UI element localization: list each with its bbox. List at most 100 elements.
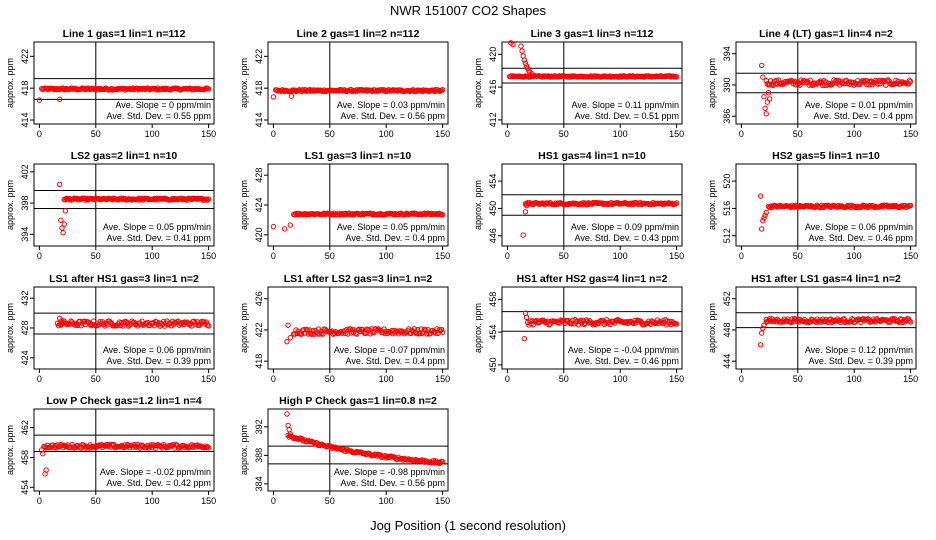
std-dev-annotation: Ave. Std. Dev. = 0.56 ppm (341, 111, 445, 121)
x-tick-label: 100 (145, 129, 160, 139)
x-tick-label: 50 (793, 129, 803, 139)
plot-frame (501, 163, 683, 247)
data-point (519, 48, 525, 54)
slope-annotation: Ave. Slope = -0.04 ppm/min (568, 345, 679, 355)
panel-5: LS2 gas=2 lin=1 n=10 0 50 100 150 394 398 402 ap… (5, 150, 216, 261)
y-axis-label: approx. ppm (5, 303, 15, 353)
data-point (170, 442, 177, 448)
slope-annotation: Ave. Slope = 0.06 ppm/min (805, 222, 913, 232)
x-tick-label: 0 (37, 374, 42, 384)
data-point (760, 218, 766, 224)
data-point (72, 322, 79, 328)
y-axis-label: approx. ppm (239, 180, 249, 230)
std-dev-annotation: Ave. Std. Dev. = 0.39 ppm (107, 356, 211, 366)
y-axis-label: approx. ppm (707, 180, 717, 230)
std-dev-annotation: Ave. Std. Dev. = 0.55 ppm (107, 111, 211, 121)
data-point (306, 327, 313, 333)
x-tick-label: 0 (505, 129, 510, 139)
data-point (631, 320, 637, 327)
data-point (61, 221, 67, 227)
panel-title: LS1 gas=3 lin=1 n=10 (305, 150, 412, 162)
data-point (204, 444, 211, 450)
data-points (506, 40, 680, 80)
y-tick-label: 424 (254, 197, 264, 212)
x-tick-label: 50 (559, 374, 569, 384)
y-tick-label: 418 (254, 354, 264, 369)
y-tick-label: 394 (722, 46, 732, 61)
data-point (320, 331, 326, 337)
x-tick-label: 0 (271, 129, 276, 139)
panel-title: Low P Check gas=1.2 lin=1 n=4 (46, 395, 201, 407)
data-point (119, 195, 125, 202)
data-point (907, 319, 914, 325)
data-point (439, 87, 446, 93)
data-point (761, 93, 767, 100)
y-axis-label: approx. ppm (473, 180, 483, 230)
slope-annotation: Ave. Slope = 0.01 ppm/min (805, 100, 913, 110)
data-point (866, 82, 872, 88)
data-point (438, 326, 445, 333)
x-tick-label: 50 (559, 129, 569, 139)
panel-7: HS1 gas=4 lin=1 n=10 0 50 100 150 446 450 454 ap… (473, 150, 684, 261)
panel-3: Line 3 gas=1 lin=3 n=112 0 50 100 150 412 416 4… (473, 28, 684, 139)
y-tick-label: 428 (254, 168, 264, 183)
figure-title: NWR 151007 CO2 Shapes (390, 3, 547, 18)
x-tick-label: 100 (145, 374, 160, 384)
panel-9: LS1 after HS1 gas=3 lin=1 n=2 0 50 100 150 42… (5, 273, 216, 384)
panel-4: Line 4 (LT) gas=1 lin=4 n=2 0 50 100 150 386 3… (707, 28, 918, 139)
data-point (284, 411, 290, 417)
data-point (763, 111, 769, 117)
data-point (58, 217, 64, 223)
x-tick-label: 100 (379, 374, 394, 384)
x-tick-label: 150 (903, 251, 918, 261)
x-tick-label: 0 (37, 496, 42, 506)
x-tick-label: 100 (613, 251, 628, 261)
data-points (757, 315, 914, 348)
data-point (148, 442, 154, 448)
data-point (890, 81, 897, 87)
data-point (205, 323, 212, 329)
panel-title: Line 2 gas=1 lin=2 n=112 (297, 28, 420, 40)
x-tick-label: 100 (613, 129, 628, 139)
y-tick-label: 420 (254, 227, 264, 242)
y-axis-label: approx. ppm (239, 425, 249, 475)
y-axis-label: approx. ppm (5, 425, 15, 475)
data-point (757, 342, 764, 348)
data-point (521, 335, 528, 342)
x-tick-label: 0 (271, 496, 276, 506)
data-point (117, 322, 124, 329)
x-tick-label: 150 (201, 251, 216, 261)
y-tick-label: 432 (20, 291, 30, 306)
std-dev-annotation: Ave. Std. Dev. = 0.39 ppm (809, 356, 913, 366)
y-tick-label: 418 (20, 81, 30, 96)
y-tick-label: 416 (488, 80, 498, 95)
data-point (287, 335, 294, 341)
panel-title: Line 3 gas=1 lin=3 n=112 (531, 28, 654, 40)
y-tick-label: 418 (254, 81, 264, 96)
x-tick-label: 0 (739, 251, 744, 261)
data-point (205, 445, 212, 451)
x-tick-label: 150 (669, 251, 684, 261)
data-point (828, 81, 835, 88)
plot-frame (267, 41, 449, 125)
data-point (907, 202, 914, 209)
x-tick-label: 50 (325, 496, 335, 506)
slope-annotation: Ave. Slope = -0.98 ppm/min (334, 467, 445, 477)
data-point (521, 57, 528, 63)
panel-14: High P Check gas=1 lin=0.8 n=2 0 50 100 150 3… (239, 395, 450, 506)
data-point (270, 94, 277, 100)
data-point (36, 97, 43, 103)
data-point (672, 201, 679, 207)
data-point (301, 327, 307, 333)
data-point (523, 202, 530, 209)
data-point (161, 323, 168, 329)
std-dev-annotation: Ave. Std. Dev. = 0.4 ppm (814, 111, 913, 121)
std-dev-annotation: Ave. Std. Dev. = 0.4 ppm (346, 356, 445, 366)
panel-title: LS2 gas=2 lin=1 n=10 (71, 150, 178, 162)
y-axis-label: approx. ppm (239, 303, 249, 353)
x-tick-label: 150 (669, 129, 684, 139)
data-points (54, 315, 212, 329)
data-points (38, 441, 212, 477)
data-point (184, 444, 190, 450)
x-tick-label: 50 (793, 251, 803, 261)
